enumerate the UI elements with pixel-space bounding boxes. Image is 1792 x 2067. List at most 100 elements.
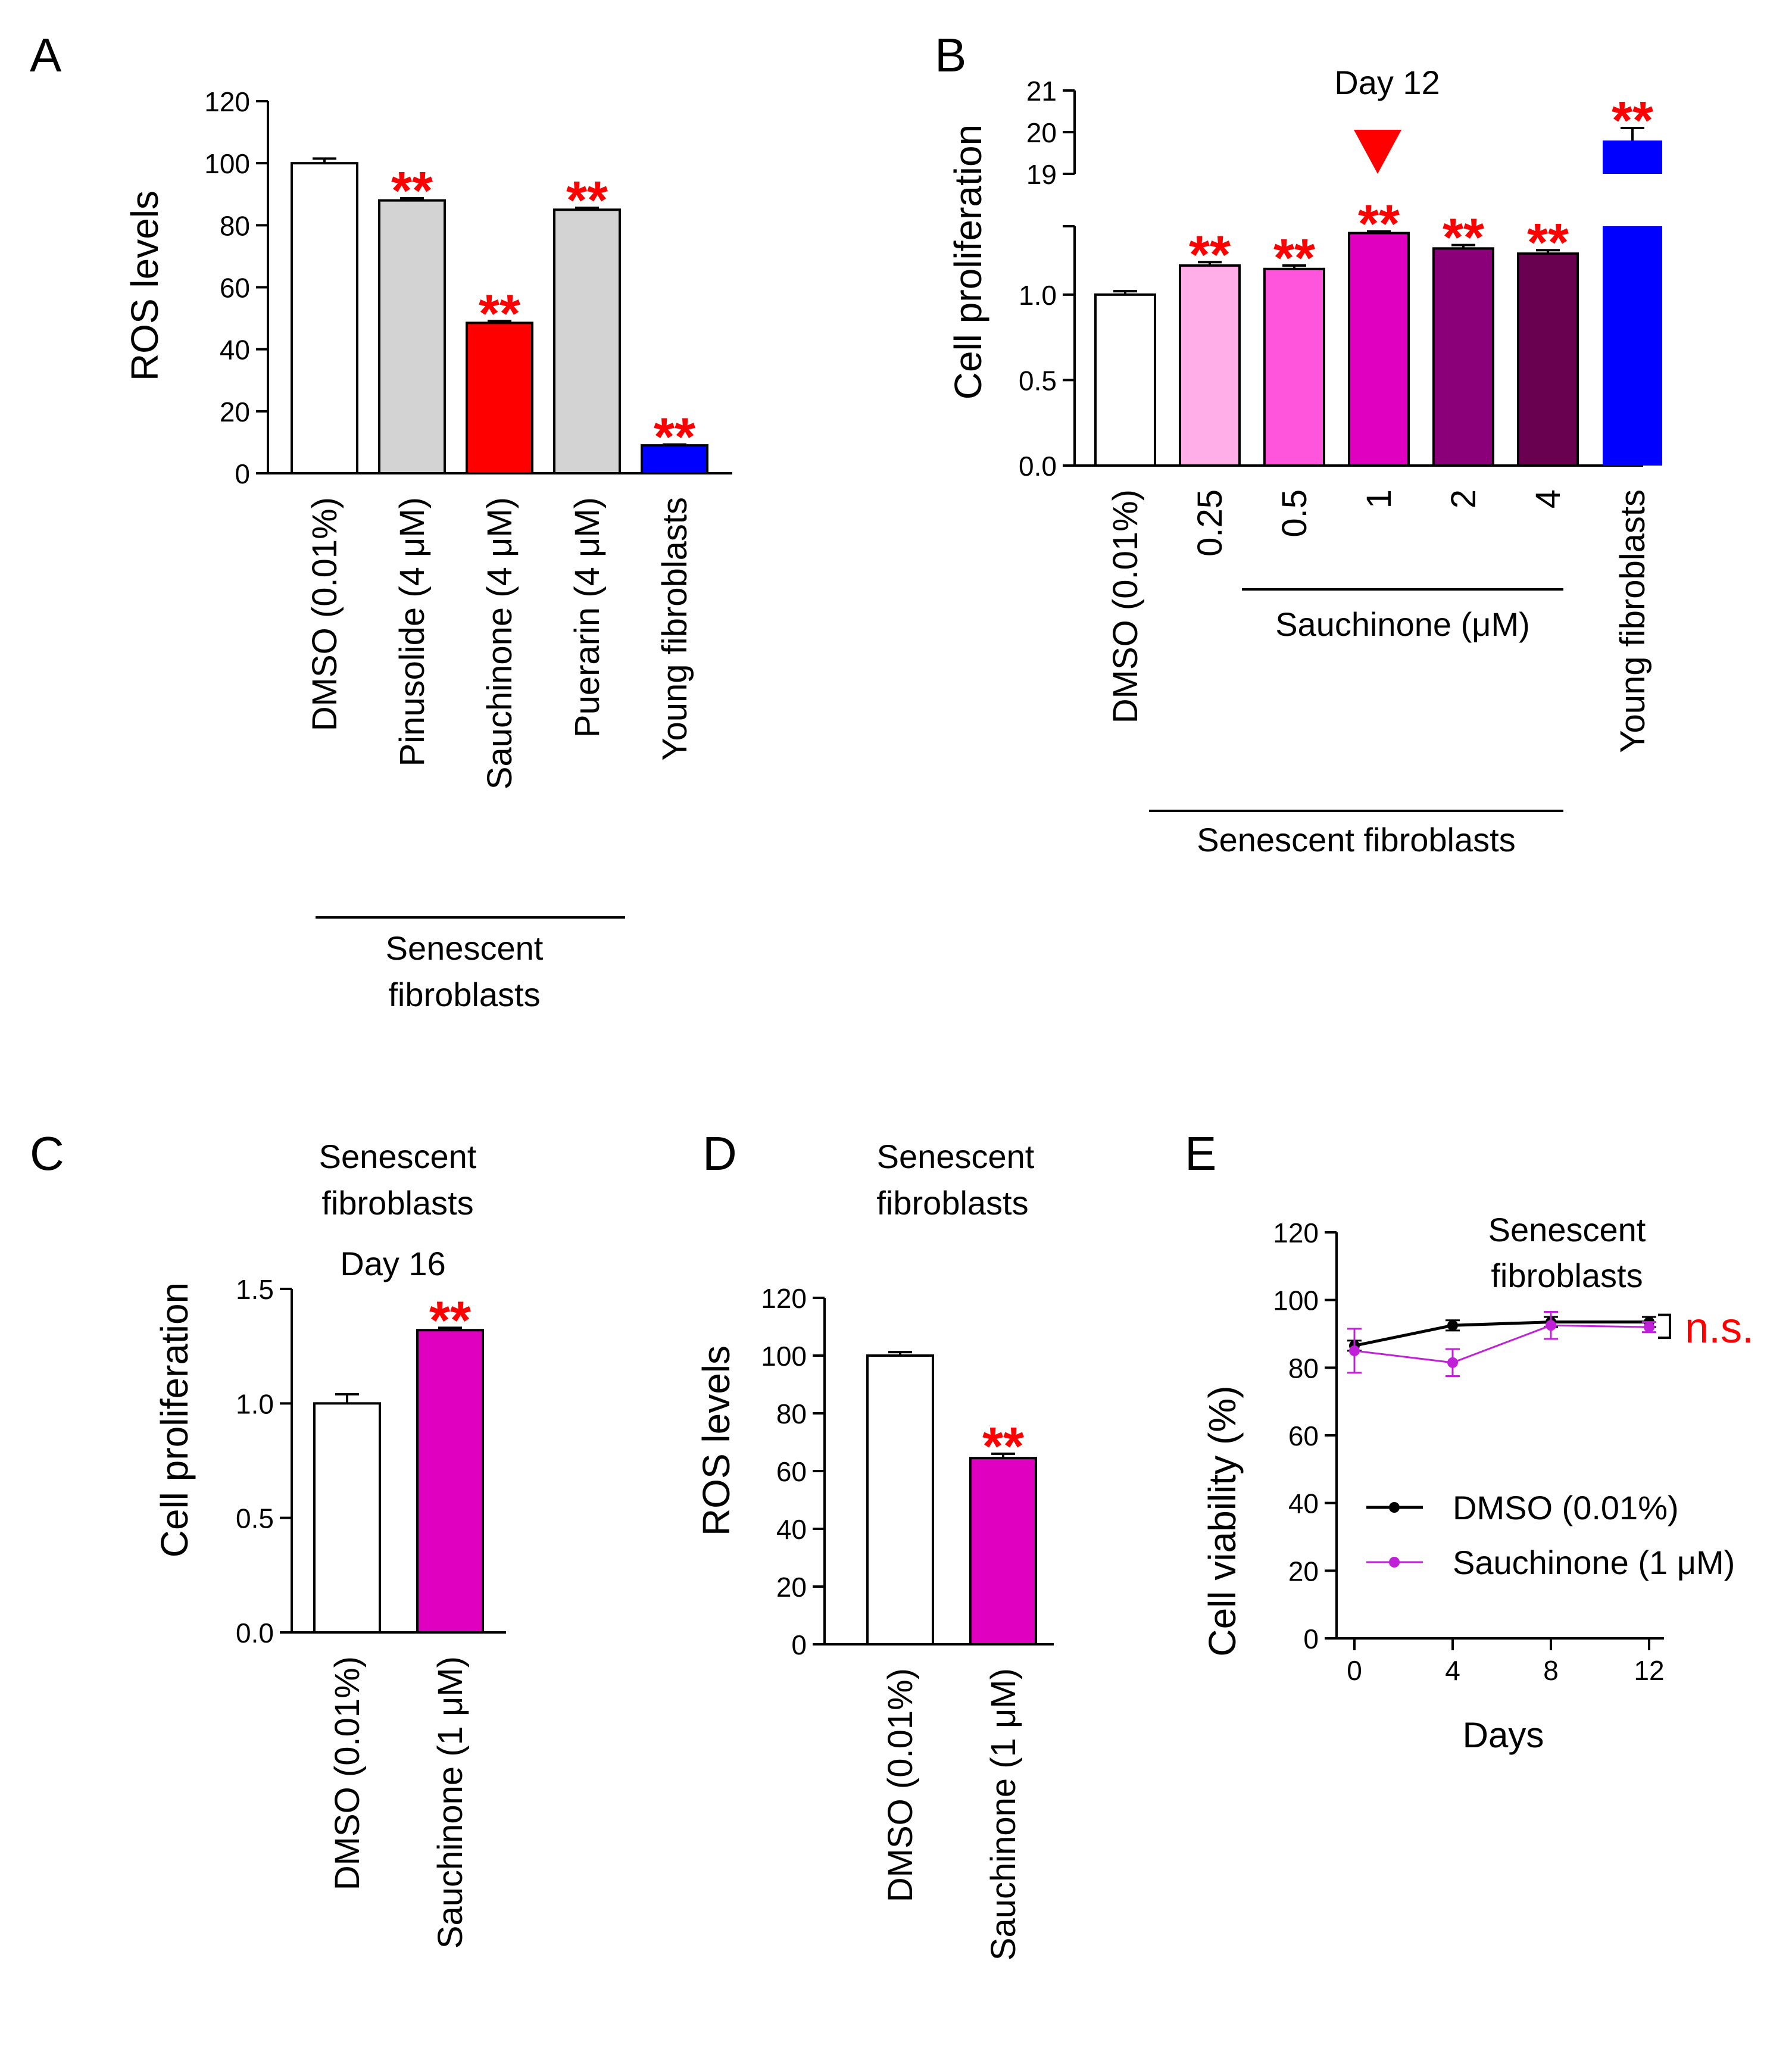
- y-tick-label: 0.5: [1019, 365, 1057, 396]
- y-tick-label: 0: [791, 1629, 807, 1660]
- x-category-label: 2: [1444, 489, 1483, 508]
- data-point: [1644, 1322, 1654, 1333]
- panel-a-ylabel: ROS levels: [123, 191, 166, 381]
- panel-label-e: E: [1185, 1127, 1216, 1180]
- panel-b-title: Day 12: [1334, 64, 1440, 101]
- panel-c: 0.0 0.5 1.0 1.5 DMSO (0.01%) ** Sauchinone (1 …: [153, 1138, 506, 1949]
- bar: [416, 1329, 484, 1634]
- x-tick-label: 12: [1634, 1655, 1664, 1686]
- y-tick-label-upper: 19: [1026, 159, 1057, 190]
- x-category-label: DMSO (0.01%): [328, 1656, 367, 1890]
- y-tick-label: 60: [776, 1456, 807, 1487]
- panel-d-ylabel: ROS levels: [695, 1345, 738, 1536]
- x-category-label: 0.5: [1275, 489, 1314, 538]
- panel-c-subtitle: Day 16: [340, 1245, 445, 1282]
- panel-a-group-label-line2: fibroblasts: [388, 976, 540, 1013]
- panel-e-title-line1: Senescent: [1488, 1211, 1646, 1248]
- significance-marker: **: [982, 1417, 1024, 1476]
- y-tick-label: 60: [220, 273, 250, 304]
- data-point: [1546, 1320, 1556, 1331]
- bar: [378, 199, 446, 474]
- panel-a: 0 20 40 60 80 100 120 DMSO (0.01%) ** Pinusolide …: [123, 86, 732, 1013]
- y-tick-label-upper: 20: [1026, 117, 1057, 148]
- panel-c-title-line2: fibroblasts: [321, 1184, 473, 1222]
- y-tick-label: 0.5: [236, 1503, 274, 1534]
- legend-marker: [1389, 1557, 1400, 1568]
- significance-marker: **: [1273, 229, 1315, 288]
- x-category-label: Pinusolide (4 μM): [393, 497, 432, 766]
- panel-d-title-line1: Senescent: [877, 1138, 1035, 1175]
- significance-marker: **: [1527, 213, 1569, 273]
- y-tick-label: 40: [1288, 1488, 1319, 1519]
- panel-a-group-label-line1: Senescent: [386, 929, 544, 967]
- panel-label-a: A: [30, 29, 62, 82]
- y-tick-label: 1.0: [236, 1388, 274, 1419]
- panel-b-ylabel: Cell proliferation: [947, 124, 989, 399]
- panel-e-xlabel: Days: [1463, 1715, 1544, 1755]
- legend-marker: [1389, 1502, 1400, 1513]
- x-category-label: 4: [1529, 489, 1568, 508]
- data-point: [1349, 1345, 1360, 1356]
- y-tick-label: 20: [220, 396, 250, 427]
- x-category-label: Young fibroblasts: [1613, 489, 1652, 753]
- y-tick-label: 80: [220, 210, 250, 241]
- significance-marker: **: [654, 408, 695, 467]
- bar: [291, 162, 358, 474]
- significance-marker: **: [429, 1291, 471, 1350]
- y-tick-label: 100: [204, 148, 250, 179]
- panel-e-marks: 0 20 40 60 80 100 120 0 4 8 12 DMSO (0.01%) Sauchino…: [1273, 1217, 1735, 1686]
- panel-b-subgroup-label: Sauchinone (μM): [1275, 605, 1530, 643]
- panel-label-d: D: [703, 1127, 737, 1180]
- x-tick-label: 0: [1347, 1655, 1362, 1686]
- x-category-label: Sauchinone (1 μM): [431, 1656, 470, 1949]
- panel-e-title-line2: fibroblasts: [1491, 1257, 1643, 1294]
- y-tick-label: 0: [1303, 1623, 1319, 1654]
- y-tick-label: 120: [761, 1283, 807, 1314]
- y-tick-label: 1.5: [236, 1274, 274, 1305]
- x-category-label: DMSO (0.01%): [305, 497, 344, 731]
- y-tick-label: 20: [776, 1572, 807, 1603]
- y-tick-label-upper: 21: [1026, 76, 1057, 107]
- data-point: [1447, 1357, 1458, 1368]
- x-category-label: DMSO (0.01%): [881, 1668, 920, 1902]
- y-tick-label: 100: [1273, 1285, 1319, 1316]
- panel-d-title-line2: fibroblasts: [876, 1184, 1028, 1222]
- panel-d: 0 20 40 60 80 100 120 DMSO (0.01%) ** Sauchinone …: [695, 1138, 1054, 1960]
- y-tick-label: 0: [235, 458, 250, 489]
- significance-marker: **: [1189, 225, 1231, 285]
- bar: [1432, 247, 1494, 467]
- y-tick-label: 40: [776, 1514, 807, 1545]
- series-line: [1354, 1324, 1650, 1364]
- legend-label: DMSO (0.01%): [1453, 1489, 1679, 1526]
- y-tick-label: 120: [204, 86, 250, 117]
- panel-e: 0 20 40 60 80 100 120 0 4 8 12 DMSO (0.01%) Sauchino…: [1201, 1211, 1754, 1755]
- x-category-label: Puerarin (4 μM): [568, 497, 607, 738]
- bar: [313, 1402, 381, 1634]
- significance-marker: **: [1358, 195, 1400, 254]
- panel-label-c: C: [30, 1127, 64, 1180]
- panel-c-marks: 0.0 0.5 1.0 1.5 DMSO (0.01%) ** Sauchinone (1 …: [236, 1274, 506, 1949]
- panel-c-ylabel: Cell proliferation: [153, 1282, 196, 1557]
- y-tick-label: 40: [220, 335, 250, 366]
- x-category-label: 0.25: [1191, 489, 1229, 557]
- significance-marker: **: [391, 161, 433, 221]
- y-tick-label: 0.0: [1019, 451, 1057, 482]
- significance-marker: **: [479, 284, 520, 344]
- y-tick-label: 0.0: [236, 1618, 274, 1648]
- x-category-label: DMSO (0.01%): [1106, 489, 1145, 723]
- panel-d-marks: 0 20 40 60 80 100 120 DMSO (0.01%) ** Sauchinone …: [761, 1283, 1054, 1960]
- significance-marker: **: [1612, 91, 1653, 151]
- y-tick-label: 80: [1288, 1353, 1319, 1384]
- ns-bracket: [1658, 1313, 1671, 1340]
- y-tick-label: 60: [1288, 1420, 1319, 1451]
- bar: [1179, 264, 1241, 467]
- significance-marker: **: [1443, 208, 1484, 268]
- legend-label: Sauchinone (1 μM): [1453, 1544, 1735, 1581]
- x-tick-label: 8: [1543, 1655, 1559, 1686]
- panel-b-highlight-arrow: [1354, 130, 1401, 174]
- x-tick-label: 4: [1445, 1655, 1460, 1686]
- panel-e-ylabel: Cell viability (%): [1201, 1385, 1244, 1656]
